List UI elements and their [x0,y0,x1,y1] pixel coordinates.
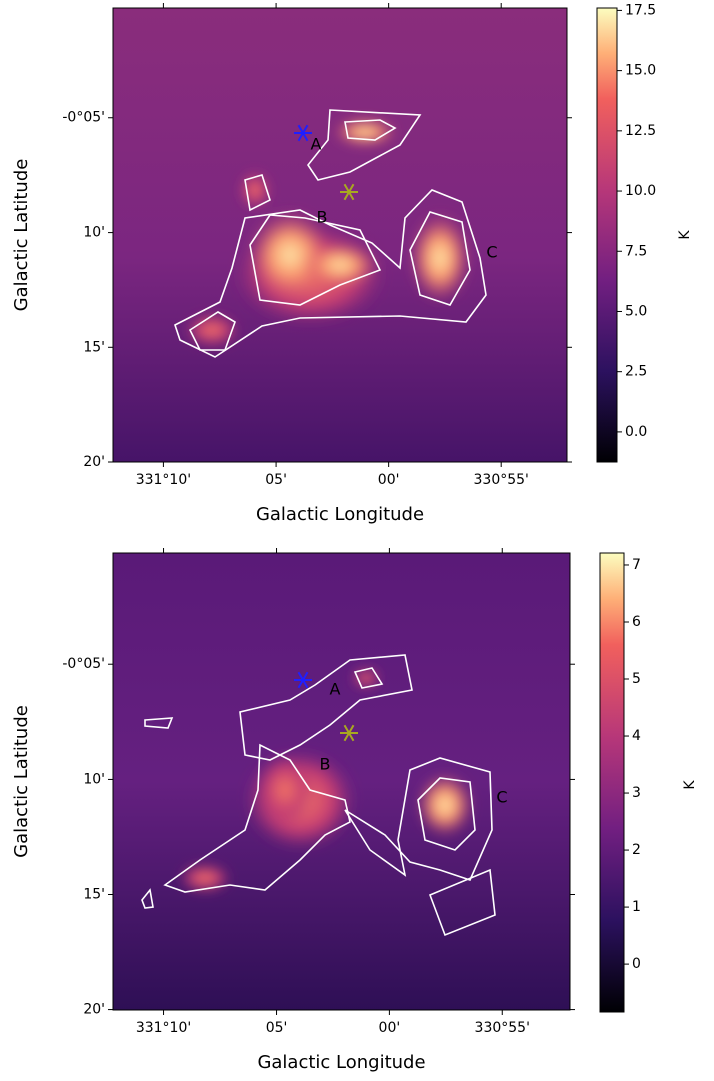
y-tick-label: 10' [83,771,105,787]
colorbar-tick-label: 0.0 [625,424,647,440]
x-tick-label: 330°55' [474,472,529,488]
colorbar-tick-label: 5 [632,671,641,687]
x-tick-label: 330°55' [475,1020,530,1036]
region-label: C [486,243,497,262]
axes-frame [112,7,568,463]
x-tick-label: 00' [379,1020,401,1036]
x-tick-label: 05' [265,472,287,488]
source-marker [343,183,355,201]
colorbar-tick-label: 1 [632,899,641,915]
colorbar-label: K [682,780,698,790]
y-tick-label: 15' [83,887,105,903]
colorbar-tick-label: 2 [632,842,641,858]
x-tick-label: 331°10' [136,1020,191,1036]
y-tick-label: 10' [83,225,105,241]
x-axis-label: Galactic Longitude [256,504,424,525]
colorbar-tick-label: 15.0 [625,63,656,79]
y-tick-label: -0°05' [62,110,105,126]
y-tick-label: 20' [83,1002,105,1018]
region-label: B [320,755,331,774]
x-tick-label: 00' [378,472,400,488]
y-tick-label: -0°05' [62,656,105,672]
colorbar-tick-label: 3 [632,785,641,801]
axes-frame [112,552,571,1011]
source-marker [297,671,309,689]
y-axis-label: Galactic Latitude [11,159,32,312]
region-label: C [496,788,507,807]
region-label: B [317,208,328,227]
colorbar-label: K [677,230,693,240]
colorbar-tick-label: 4 [632,728,641,744]
colorbar-tick-label: 5.0 [625,303,647,319]
y-tick-label: 15' [83,339,105,355]
x-tick-label: 05' [266,1020,288,1036]
colorbar-tick-label: 17.5 [625,2,656,18]
colorbar [596,7,618,463]
region-label: A [330,680,341,699]
x-axis-label: Galactic Longitude [257,1052,425,1073]
y-axis-label: Galactic Latitude [11,705,32,858]
colorbar-tick-label: 2.5 [625,364,647,380]
y-tick-label: 20' [83,454,105,470]
colorbar [599,552,625,1013]
colorbar-tick-label: 7.5 [625,243,647,259]
colorbar-tick-label: 0 [632,956,641,972]
region-label: A [311,135,322,154]
source-marker [297,124,309,142]
map-image [113,553,570,1010]
colorbar-tick-label: 12.5 [625,123,656,139]
colorbar-tick-label: 7 [632,557,641,573]
source-marker [343,724,355,742]
colorbar-tick-label: 10.0 [625,183,656,199]
x-tick-label: 331°10' [136,472,191,488]
map-image [113,8,567,462]
colorbar-tick-label: 6 [632,614,641,630]
